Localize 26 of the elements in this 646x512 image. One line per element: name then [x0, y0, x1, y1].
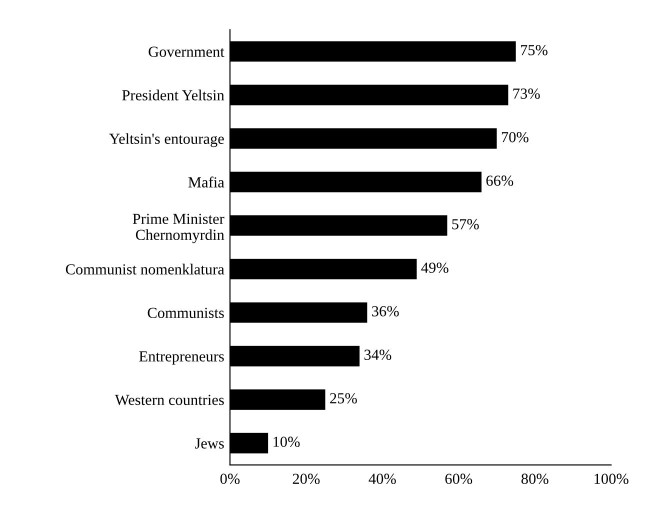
y-tick-label: Government: [148, 46, 224, 57]
y-tick-label: Mafia: [188, 176, 224, 188]
y-tick-label: Western countries: [114, 394, 224, 406]
data-label: 66%: [486, 176, 514, 186]
x-tick-label: 100%: [594, 474, 628, 484]
y-tick-label: Entrepreneurs: [139, 351, 224, 365]
data-label: 34%: [364, 350, 392, 360]
data-label: 75%: [521, 44, 548, 56]
x-tick-label: 60%: [445, 474, 472, 484]
data-label: 25%: [330, 393, 357, 404]
data-label: 57%: [452, 219, 479, 230]
x-tick-label: 20%: [292, 474, 320, 484]
data-label: 10%: [274, 436, 300, 448]
y-tick-label: Yeltsin's entourage: [109, 133, 224, 148]
x-tick-label: 40%: [368, 474, 396, 484]
data-label: 36%: [372, 306, 399, 316]
data-label: 73%: [513, 88, 540, 99]
x-tick-label: 0%: [220, 474, 240, 484]
y-tick-label: Communists: [148, 308, 224, 318]
y-tick-label: Jews: [195, 438, 224, 449]
y-tick-label: Communist nomenklatura: [66, 264, 224, 275]
y-tick-label: President Yeltsin: [122, 90, 224, 100]
data-label: 49%: [421, 262, 448, 273]
data-label: 70%: [502, 132, 528, 142]
x-tick-label: 80%: [521, 474, 548, 484]
y-tick-label: Prime Minister Chernomyrdin: [132, 214, 224, 244]
